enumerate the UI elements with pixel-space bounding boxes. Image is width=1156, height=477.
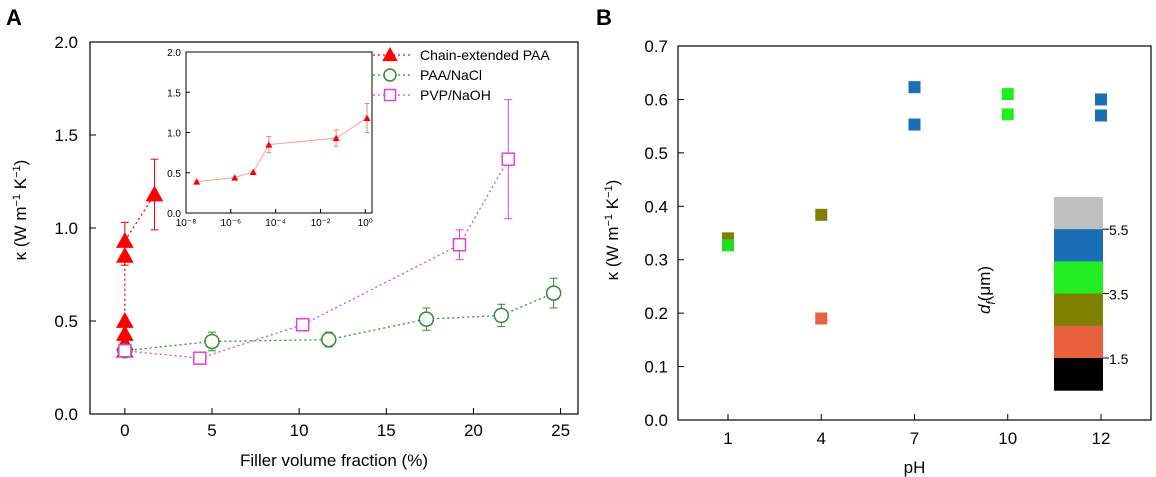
x-tick-label-a: 5 (207, 421, 216, 440)
inset-x-tick-label: 10⁻² (311, 218, 331, 229)
inset-x-tick-label: 10⁻⁴ (265, 218, 286, 229)
data-point (116, 324, 134, 341)
y-tick-label-b: 0.1 (644, 358, 668, 377)
x-tick-label-b: 10 (998, 429, 1017, 448)
x-axis-title-b: pH (904, 458, 926, 477)
data-point (545, 285, 562, 301)
colorbar-segment (1054, 293, 1103, 327)
y-tick-label-b: 0.3 (644, 251, 668, 270)
y-tick-label-b: 0.6 (644, 90, 668, 109)
inset-data-point (332, 134, 340, 142)
inset-data-point (193, 178, 201, 185)
data-point (722, 239, 734, 252)
legend-marker (383, 88, 397, 102)
legend-label: Chain-extended PAA (420, 47, 550, 63)
inset-x-tick-label: 10⁻⁶ (221, 218, 242, 229)
y-axis-title-b: κ (W m−1 K−1) (603, 180, 622, 281)
x-tick-label-b: 7 (910, 429, 919, 448)
data-point (204, 333, 220, 350)
colorbar-label: df(μm) (975, 266, 998, 314)
colorbar-tick-label: 5.5 (1109, 222, 1129, 238)
series-1-a (117, 277, 562, 359)
y-tick-label-b: 0.5 (644, 144, 668, 163)
y-tick-label-a: 0.5 (54, 312, 78, 331)
colorbar-segment (1054, 358, 1103, 391)
data-point (815, 208, 828, 221)
legend-label: PAA/NaCl (420, 67, 482, 83)
data-point (1001, 108, 1014, 121)
data-point (493, 307, 510, 324)
x-tick-label-a: 20 (464, 421, 483, 440)
inset-y-tick-label: 1.0 (167, 129, 181, 140)
data-point (908, 118, 921, 131)
x-tick-label-a: 10 (290, 421, 309, 440)
data-point (321, 331, 337, 348)
data-point (418, 311, 435, 327)
data-point (118, 344, 132, 358)
data-point (452, 237, 467, 252)
inset-data-point (265, 141, 273, 148)
inset-chart: 10⁻⁸ 10⁻⁶ 10⁻⁴ 10⁻² 10⁰ 0.0 0.5 1.0 1.5 2.0 (167, 48, 373, 229)
inset-data-point (249, 168, 257, 175)
colorbar-segment (1054, 261, 1103, 295)
colorbar-tick-label: 1.5 (1109, 351, 1129, 367)
data-point (116, 311, 134, 328)
inset-y-tick-label: 1.5 (167, 88, 181, 99)
series-line (124, 158, 509, 359)
y-tick-label-b: 0.4 (644, 197, 668, 216)
inset-series-line (196, 117, 368, 183)
x-axis-title-a: Filler volume fraction (%) (240, 451, 428, 470)
legend-a: Chain-extended PAA PAA/NaCl PVP/NaOH (368, 46, 550, 103)
colorbar-segment (1054, 197, 1103, 230)
series-line (124, 292, 554, 352)
data-point (1001, 88, 1014, 101)
data-point (116, 231, 134, 248)
inset-x-tick-label: 10⁻⁸ (176, 218, 197, 229)
legend-marker (383, 68, 397, 82)
inset-frame (185, 51, 373, 214)
y-tick-label-b: 0.2 (644, 304, 668, 323)
x-tick-label-b: 12 (1092, 429, 1111, 448)
y-tick-label-a: 1.5 (54, 126, 78, 145)
inset-y-tick-label: 2.0 (167, 48, 181, 59)
y-axis-title-a: κ (W m−1 K−1) (11, 160, 30, 261)
data-point (145, 185, 164, 202)
data-point (1095, 93, 1107, 106)
colorbar-tick-label: 3.5 (1109, 287, 1129, 303)
data-point (193, 351, 207, 365)
y-tick-label-b: 0.0 (644, 411, 668, 430)
legend-label: PVP/NaOH (420, 87, 491, 103)
y-tick-label-a: 2.0 (54, 33, 78, 52)
inset-data-point (231, 174, 239, 181)
data-point (908, 81, 921, 94)
y-tick-label-a: 0.0 (54, 405, 78, 424)
data-point (501, 152, 516, 166)
inset-data-point (363, 114, 371, 122)
series-0-a (116, 158, 164, 358)
panel-label-a: A (6, 5, 22, 30)
legend-marker (382, 46, 398, 62)
x-tick-label-b: 4 (817, 429, 826, 448)
data-point (295, 317, 310, 332)
x-tick-label-b: 1 (723, 429, 732, 448)
y-tick-label-a: 1.0 (54, 219, 78, 238)
colorbar-segment (1054, 325, 1103, 359)
x-tick-label-a: 25 (551, 421, 570, 440)
colorbar-segment (1054, 229, 1103, 262)
series-2-a (118, 99, 516, 365)
inset-x-tick-label: 10⁰ (358, 218, 373, 229)
data-point (815, 312, 828, 325)
y-tick-label-b: 0.7 (644, 37, 668, 56)
colorbar: 5.5 3.5 1.5 df(μm) (975, 197, 1129, 391)
panel-label-b: B (596, 5, 612, 30)
x-tick-label-a: 15 (377, 421, 396, 440)
inset-y-tick-label: 0.5 (167, 169, 181, 180)
x-tick-label-a: 0 (120, 421, 129, 440)
chart-a: 0 5 10 15 20 25 0.0 0.5 1.0 1.5 2.0 Filler volume f… (11, 33, 579, 470)
chart-b: 1 4 7 10 12 0.0 0.1 0.2 0.3 0.4 0.5 0.6 0.7 pH κ (W m−… (603, 37, 1152, 477)
inset-y-tick-label: 0.0 (167, 209, 181, 220)
data-point (1095, 109, 1107, 122)
